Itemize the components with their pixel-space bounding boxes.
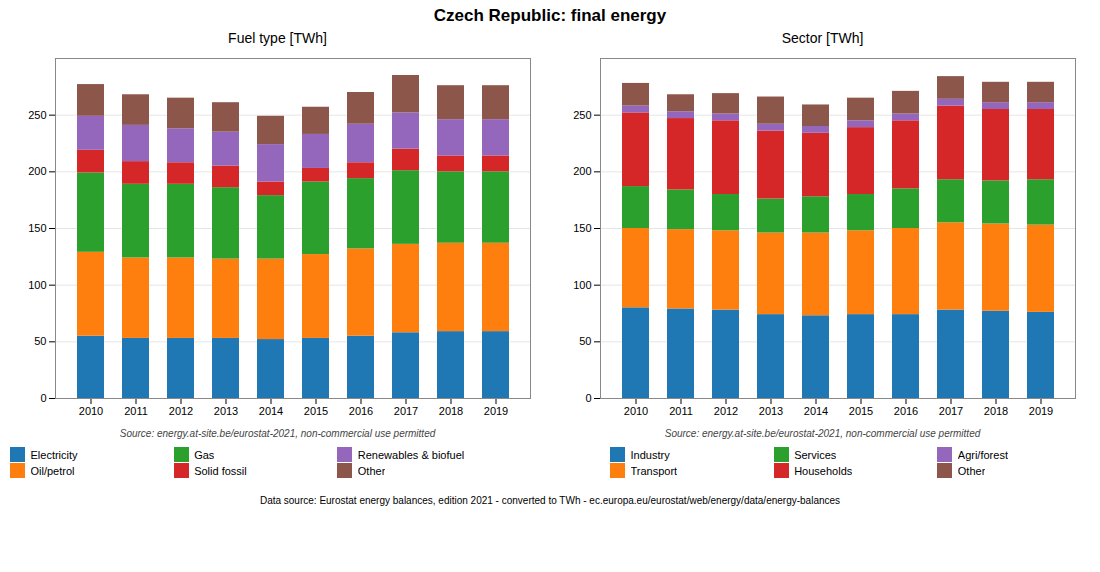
svg-text:2014: 2014	[804, 405, 828, 417]
html-text:Solid fossil: Solid fossil	[194, 464, 247, 477]
svg-text:100: 100	[28, 279, 46, 291]
html-text:Oil/petrol: Oil/petrol	[30, 464, 75, 477]
html-text:Other: Other	[957, 464, 986, 477]
html-text:Fuel type [TWh]: Fuel type [TWh]	[228, 30, 327, 46]
svg-text:2012: 2012	[169, 405, 193, 417]
svg-text:2016: 2016	[349, 405, 373, 417]
svg-text:2015: 2015	[304, 405, 328, 417]
svg-text:2019: 2019	[484, 405, 508, 417]
svg-text:150: 150	[573, 222, 591, 234]
svg-text:250: 250	[28, 109, 46, 121]
svg-text:2014: 2014	[259, 405, 283, 417]
svg-text:150: 150	[28, 222, 46, 234]
html-text:Industry: Industry	[630, 448, 670, 461]
svg-text:50: 50	[34, 335, 46, 347]
svg-text:2016: 2016	[894, 405, 918, 417]
svg-text:250: 250	[573, 109, 591, 121]
svg-text:2018: 2018	[439, 405, 463, 417]
svg-text:0: 0	[40, 392, 46, 404]
svg-text:100: 100	[573, 279, 591, 291]
svg-text:2017: 2017	[939, 405, 963, 417]
svg-text:2010: 2010	[624, 405, 648, 417]
svg-text:2011: 2011	[124, 405, 148, 417]
svg-text:2019: 2019	[1029, 405, 1053, 417]
html-text:Source: energy.at-site.be/euro: Source: energy.at-site.be/eurostat-2021,…	[119, 428, 436, 439]
svg-text:200: 200	[573, 165, 591, 177]
html-text:Czech Republic: final energy: Czech Republic: final energy	[433, 6, 667, 25]
html-text:Transport: Transport	[630, 464, 678, 477]
html-text:Other: Other	[357, 464, 386, 477]
html-text:Gas: Gas	[194, 448, 215, 461]
svg-text:2015: 2015	[849, 405, 873, 417]
html-text:Households: Households	[794, 464, 853, 477]
svg-text:2010: 2010	[79, 405, 103, 417]
svg-text:200: 200	[28, 165, 46, 177]
svg-text:50: 50	[579, 335, 591, 347]
html-text:Renewables & biofuel: Renewables & biofuel	[357, 448, 465, 461]
html-text:Source: energy.at-site.be/euro: Source: energy.at-site.be/eurostat-2021,…	[664, 428, 981, 439]
html-text:Agri/forest: Agri/forest	[957, 448, 1008, 461]
svg-text:2017: 2017	[394, 405, 418, 417]
svg-text:0: 0	[585, 392, 591, 404]
html-text:Sector [TWh]: Sector [TWh]	[781, 30, 864, 46]
html-text:Electricity: Electricity	[30, 448, 78, 461]
html-text:Data source: Eurostat energy b: Data source: Eurostat energy balances, e…	[259, 494, 841, 506]
html-text:Services: Services	[794, 448, 837, 461]
svg-text:2013: 2013	[759, 405, 783, 417]
svg-text:2012: 2012	[714, 405, 738, 417]
svg-text:2013: 2013	[214, 405, 238, 417]
svg-text:2011: 2011	[669, 405, 693, 417]
svg-text:2018: 2018	[984, 405, 1008, 417]
